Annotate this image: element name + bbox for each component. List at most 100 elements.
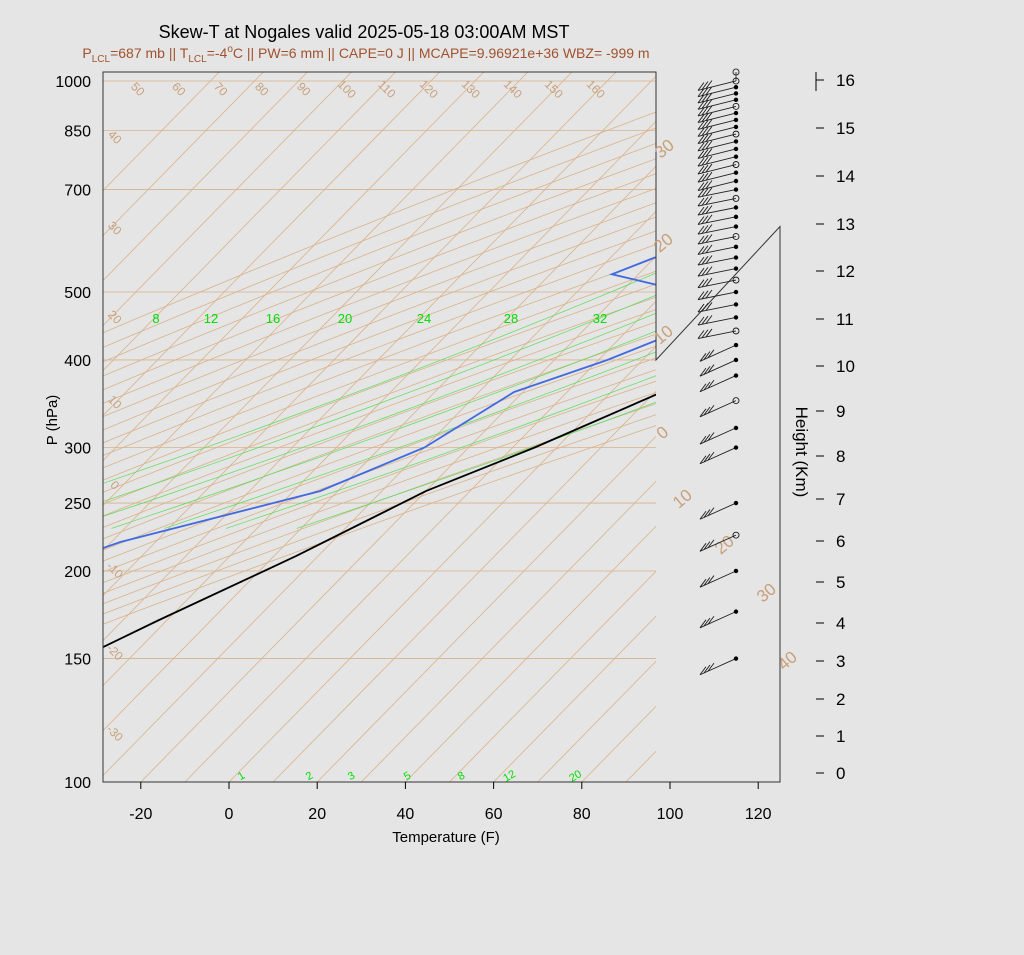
wind-barb-dot [734,125,738,129]
mixing-ratio-line [785,72,952,324]
isotherm-label-top: 60 [169,79,189,99]
mixing-ratio-label: 12 [204,311,218,326]
isotherm-line [97,72,793,782]
isotherm-line [185,72,881,782]
wind-barb-dot [734,290,738,294]
adiabat-label-right: 30 [651,135,678,162]
height-tick-label: 16 [836,71,855,90]
y-axis-label: P (hPa) [44,395,61,446]
pressure-tick-label: 850 [64,123,91,140]
mixing-ratio-bottom-label: 8 [456,770,467,783]
mixing-ratio-bottom-label: 3 [346,770,357,783]
dry-adiabat-line [0,72,853,782]
height-tick-label: 6 [836,532,845,551]
isotherm-line [0,72,440,782]
height-axis-label: Height (Km) [792,407,811,498]
pressure-tick-label: 500 [64,285,91,302]
chart-subtitle: PLCL=687 mb || TLCL=-4oC || PW=6 mm || C… [82,44,649,65]
height-tick-label: 7 [836,490,845,509]
wind-barb-shaft [700,401,736,417]
mixing-ratio-label: 20 [338,311,352,326]
isotherm-line [0,72,528,782]
wind-barb-dot [734,610,738,614]
isotherm-label-top: 70 [211,79,231,99]
pressure-tick-label: 200 [64,564,91,581]
isotherm-line [626,72,1024,782]
height-tick-label: 12 [836,262,855,281]
wind-barb-dot [734,374,738,378]
wind-barb-dot [734,85,738,89]
isotherm-line [0,72,484,782]
moist-adiabat-line [67,72,1024,528]
wind-barb-shaft [700,571,736,587]
isotherm-label-left: 20 [105,307,125,327]
mixing-ratio-line [882,72,1024,324]
plot-clipped-group [0,72,1024,782]
wind-barb-shaft [700,360,736,376]
wind-barb-dot [734,171,738,175]
wind-barb-dot [734,206,738,210]
isotherm-line [9,72,705,782]
wind-barb-dot [734,188,738,192]
wind-barb-dot [734,92,738,96]
moist-adiabat-line [112,72,1024,528]
isotherm-line [538,72,1024,782]
pressure-tick-label: 400 [64,353,91,370]
wind-barb-dot [734,446,738,450]
isotherm-label-left: -30 [104,722,126,744]
wind-barb-shaft [700,612,736,628]
wind-barb-dot [734,501,738,505]
adiabat-label-right: 20 [650,229,677,256]
wind-barb-dot [734,215,738,219]
x-tick-label: 120 [745,806,772,823]
wind-barb-dot [734,267,738,271]
pressure-tick-label: 150 [64,652,91,669]
pressure-tick-label: 300 [64,441,91,458]
pressure-tick-label: 250 [64,496,91,513]
mixing-ratio-line [996,72,1024,324]
wind-barb-dot [734,303,738,307]
height-tick-label: 5 [836,573,845,592]
isotherm-line [141,72,837,782]
x-tick-label: -20 [129,806,152,823]
height-tick-label: 3 [836,652,845,671]
isotherm-line [494,72,1024,782]
mixing-ratio-bottom-label: 1 [236,770,247,783]
mixing-ratio-label: 28 [504,311,518,326]
wind-barb-shaft [700,376,736,392]
wind-barb-shaft [700,503,736,519]
wind-barb-dot [734,155,738,159]
wind-barb-shaft [700,428,736,444]
isotherm-line [0,72,660,782]
wind-barb-dot [734,140,738,144]
isotherm-label-top: 80 [252,79,272,99]
height-tick-label: 15 [836,119,855,138]
x-tick-label: 80 [573,806,591,823]
height-tick-label: 4 [836,614,845,633]
plot-frame [103,72,780,782]
chart-title: Skew-T at Nogales valid 2025-05-18 03:00… [159,22,570,42]
height-tick-label: 14 [836,167,855,186]
height-tick-label: 2 [836,690,845,709]
wind-barb-dot [734,569,738,573]
isotherm-label-top: 50 [128,79,148,99]
wind-barb-shaft [700,659,736,675]
height-tick-label: 8 [836,447,845,466]
wind-barb-dot [734,256,738,260]
wind-barb-shaft [700,345,736,361]
wind-barb-dot [734,111,738,115]
wind-barb-dot [734,245,738,249]
wind-barb-dot [734,426,738,430]
wind-barb-dot [734,657,738,661]
height-tick-label: 1 [836,727,845,746]
adiabat-label-right: 10 [650,321,677,348]
isotherm-line [405,72,1024,782]
moist-adiabat-line [164,72,1024,528]
wind-barb-dot [734,147,738,151]
isotherm-line [317,72,1013,782]
wind-barb-dot [734,316,738,320]
height-tick-label: 0 [836,764,845,783]
